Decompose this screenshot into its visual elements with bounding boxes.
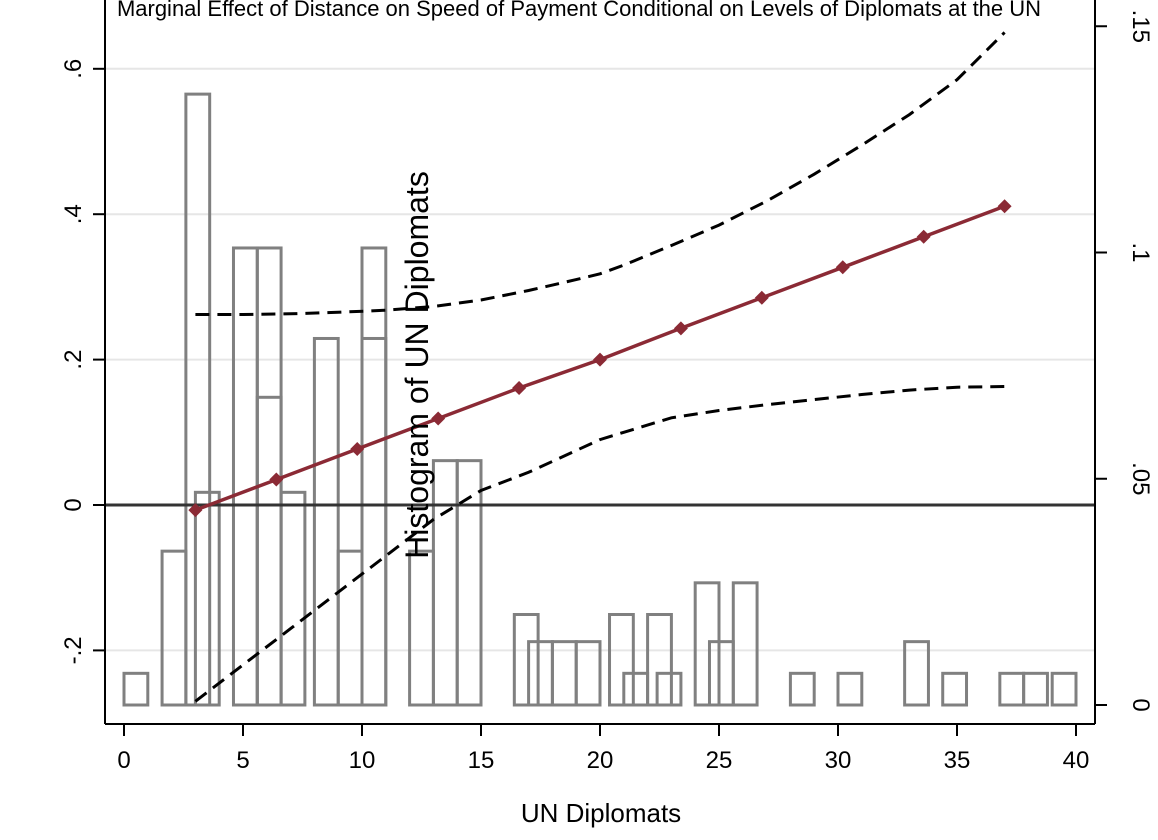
x-tick-label: 10 [349,747,376,774]
x-tick-label: 30 [825,747,852,774]
chart-title: Marginal Effect of Distance on Speed of … [117,0,1041,21]
x-tick-label: 20 [587,747,614,774]
data-point [431,411,446,426]
data-point [673,321,688,336]
x-tick-label: 25 [706,747,733,774]
histogram-bar [941,671,969,707]
y2-tick-label: .05 [1127,462,1154,495]
series-lines [188,31,1012,703]
histogram-bar [1022,671,1049,707]
y-tick-label: .2 [60,350,87,370]
histogram-bar [788,671,816,707]
data-point [188,503,203,518]
y-tick-label: -.2 [60,636,87,664]
histogram-bar [160,549,188,707]
axes: 0 5 10 15 20 25 30 35 40 -.2 0 .2 .4 .6 0 .05 .1 .15 [60,10,1154,774]
histogram-bar [998,671,1026,707]
data-point [754,290,769,305]
histogram-bar [646,613,673,707]
x-axis-title: UN Diplomats [521,798,681,828]
histogram-bar [693,581,721,707]
histogram-bar [255,395,283,707]
series-line-lower_ci [194,385,1005,703]
histogram-bar [193,490,221,707]
histogram-bar [836,671,864,707]
histogram-bar [231,246,259,707]
histogram-bar [903,640,930,707]
y2-tick-label: .1 [1127,242,1154,262]
y2-tick-label: .15 [1127,10,1154,43]
x-tick-label: 40 [1063,747,1090,774]
histogram-bar [360,246,388,707]
x-tick-label: 15 [468,747,495,774]
histogram-bar [455,459,483,707]
histogram-bar [574,640,602,707]
histogram-bar [512,613,540,707]
histogram-axis-title: Histogram of UN Diplomats [399,171,435,559]
histogram-bar [279,490,307,707]
histogram-bar [1050,671,1078,707]
x-tick-label: 0 [117,747,130,774]
histogram-bar [184,92,212,707]
y-tick-label: .6 [60,59,87,79]
histogram-bar [731,581,759,707]
data-point [997,199,1012,214]
histogram-bar [608,613,635,707]
x-tick-label: 35 [944,747,971,774]
histogram-bar [336,549,364,707]
histogram-bar [431,459,459,707]
histogram-bar [655,671,683,707]
x-tick-label: 5 [236,747,249,774]
y2-tick-label: 0 [1127,698,1154,711]
data-point [512,380,527,395]
histogram [122,92,1078,707]
y-tick-label: 0 [60,498,87,511]
histogram-bar [312,336,340,707]
histogram-bar [622,671,650,707]
data-point [350,442,365,457]
series-line-upper_ci [195,31,1006,316]
y-tick-label: .4 [60,204,87,224]
data-point [269,472,284,487]
data-point [835,260,850,275]
histogram-bar [122,671,150,707]
data-point [593,352,607,367]
data-point [916,229,931,244]
histogram-bar [408,549,435,707]
